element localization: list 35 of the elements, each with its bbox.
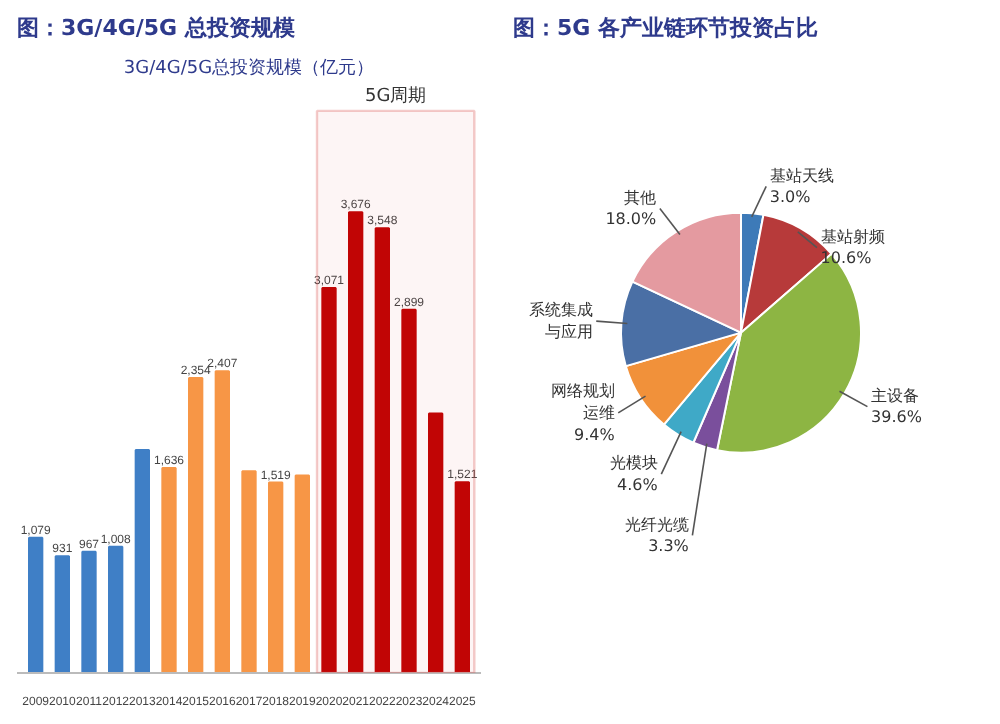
slice-label: 系统集成与应用 [528,301,593,341]
bar [374,227,390,673]
bar [54,555,70,673]
bar [188,376,204,673]
data-label: 3.0% [769,188,812,207]
bar [81,550,97,673]
slice-label: 光模块 [609,454,658,473]
chart-title: 图：5G 各产业链环节投资占比 [513,15,819,41]
bar [321,287,337,673]
band-label: 5G周期 [364,84,427,107]
data-label: 3.3% [648,537,690,556]
bar [401,308,417,673]
slice-label: 其他 [624,188,657,207]
bar [28,536,44,673]
chart-title: 图：3G/4G/5G 总投资规模 [17,15,297,41]
bar [428,412,444,673]
bar [294,474,310,673]
data-label: 39.6% [871,408,923,427]
slice-label: 基站天线 [769,166,834,185]
slice-label: 光纤光缆 [624,515,689,534]
bar [454,481,470,673]
bar [268,481,284,673]
chart-subtitle: 3G/4G/5G总投资规模（亿元） [123,57,375,79]
slice-label: 基站射频 [820,227,885,246]
data-label: 4.6% [617,475,659,494]
bar [108,545,124,673]
data-label: 18.0% [605,210,658,229]
bar [241,470,257,673]
slice-label: 网络规划运维 [550,382,615,422]
slice-label: 主设备 [871,386,920,405]
bar [214,370,230,673]
data-label: 9.4% [573,425,616,444]
bar [161,466,177,673]
bar [348,211,364,673]
bar [134,448,150,673]
